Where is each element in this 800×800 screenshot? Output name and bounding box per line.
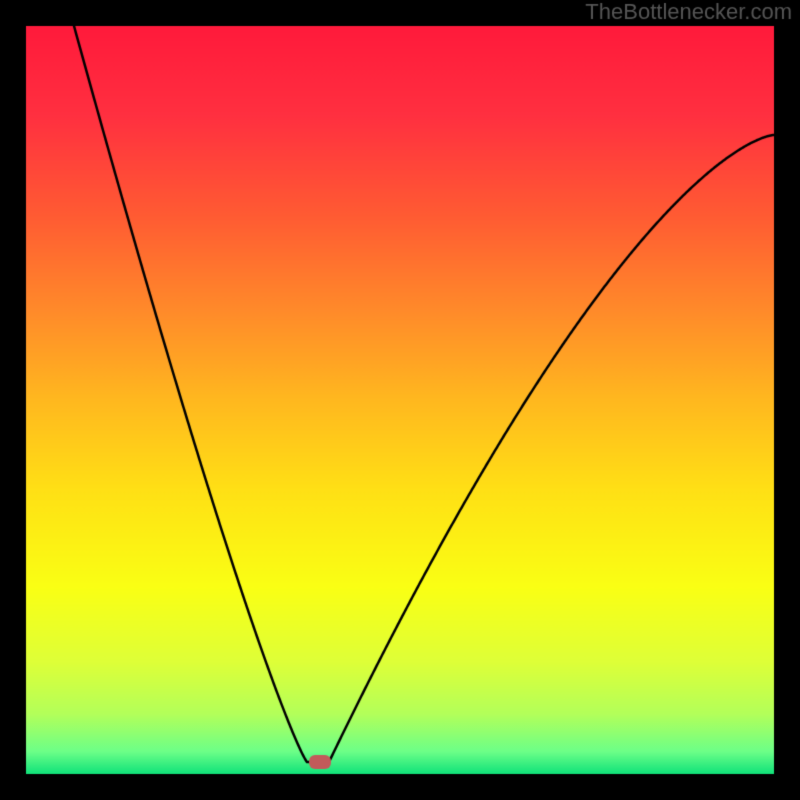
bottleneck-chart-canvas: [0, 0, 800, 800]
